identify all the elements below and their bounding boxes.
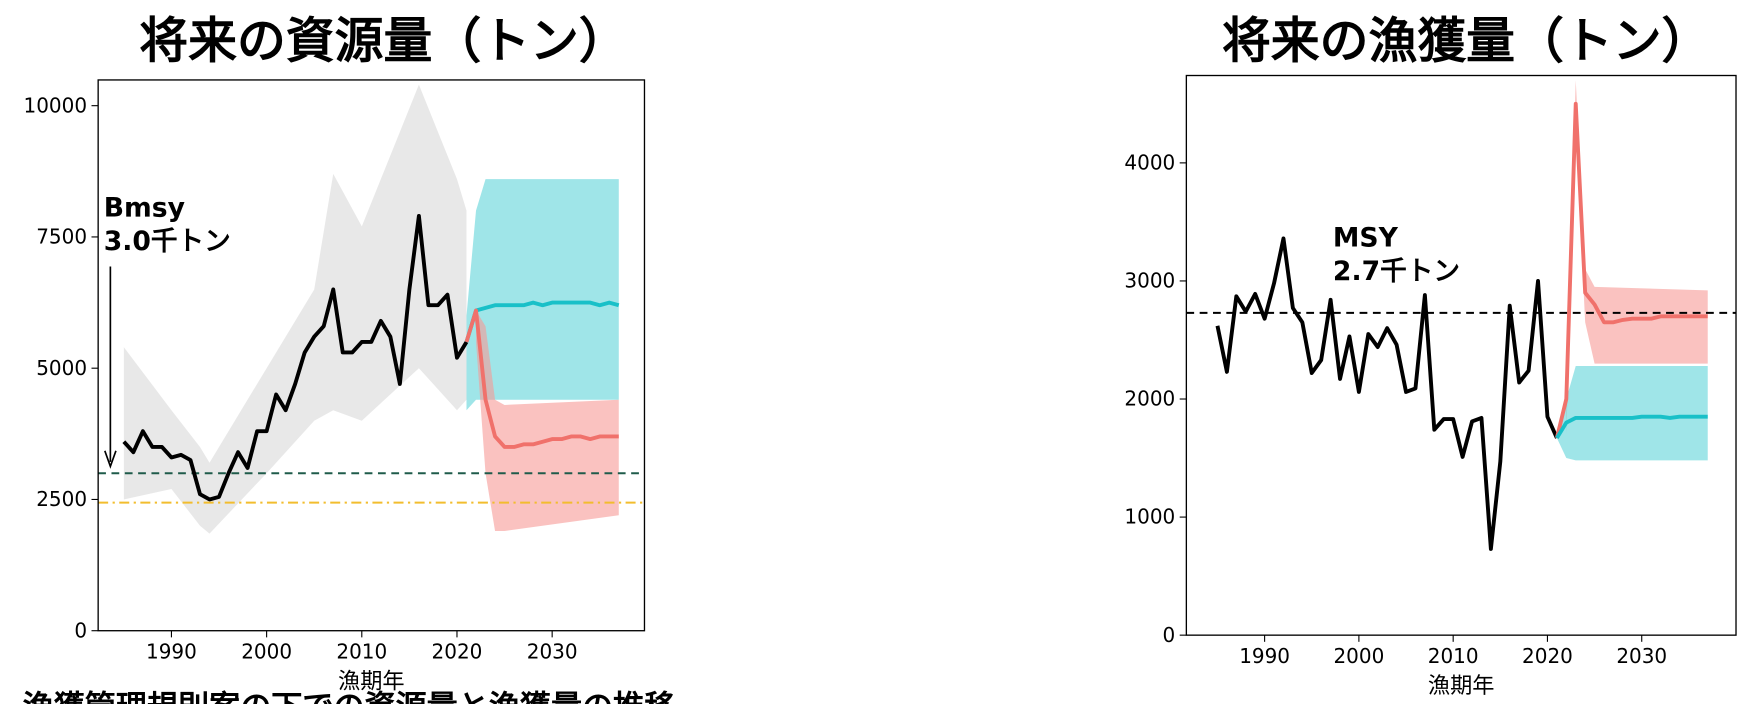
band [476, 310, 619, 531]
series-line [464, 308, 619, 449]
series-line [1555, 414, 1708, 439]
plot-frame [97, 79, 646, 632]
caption: 漁獲管理規則案の下での資源量と漁獲量の推移 [23, 689, 676, 704]
chart-title: 将来の資源量（トン） [139, 13, 627, 70]
band [466, 179, 619, 411]
band [123, 84, 467, 534]
x-tick-label: 2030 [527, 639, 578, 663]
series-line [464, 300, 620, 343]
series-line [1215, 236, 1559, 551]
annotation: 2.7千トン [1333, 256, 1460, 287]
x-tick-label: 2010 [336, 639, 387, 663]
y-tick-label: 10000 [24, 93, 88, 117]
band [1556, 365, 1708, 461]
annotation: 3.0千トン [104, 226, 231, 257]
x-axis-label: 漁期年 [338, 668, 405, 694]
y-tick-label: 0 [74, 618, 87, 642]
x-tick-label: 2010 [1428, 644, 1479, 668]
annotation: Bmsy [104, 193, 185, 224]
y-tick-label: 2000 [1124, 387, 1175, 411]
series-line [1554, 101, 1708, 439]
annotation: MSY [1333, 223, 1399, 254]
x-tick-label: 2000 [241, 639, 292, 663]
x-tick-label: 2020 [1522, 644, 1573, 668]
y-tick-label: 7500 [36, 225, 87, 249]
y-tick-label: 0 [1163, 623, 1176, 647]
band [1566, 80, 1708, 435]
y-tick-label: 4000 [1124, 151, 1175, 175]
y-tick-label: 1000 [1124, 505, 1175, 529]
x-tick-label: 2000 [1333, 644, 1384, 668]
x-tick-label: 1990 [1239, 644, 1290, 668]
annotation-arrowhead [104, 450, 117, 469]
x-tick-label: 2030 [1616, 644, 1667, 668]
plot-frame [1185, 74, 1737, 636]
chart-title: 将来の漁獲量（トン） [1222, 13, 1710, 70]
y-tick-label: 5000 [36, 356, 87, 380]
y-tick-label: 2500 [36, 487, 87, 511]
series-line [122, 213, 469, 502]
x-axis-label: 漁期年 [1428, 673, 1495, 699]
x-tick-label: 2020 [432, 639, 483, 663]
y-tick-label: 3000 [1124, 269, 1175, 293]
x-tick-label: 1990 [146, 639, 197, 663]
